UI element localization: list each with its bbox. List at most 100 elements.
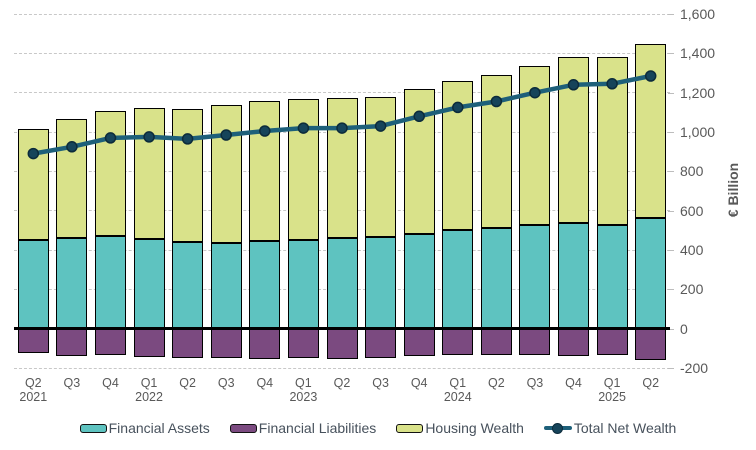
legend-label: Financial Assets [108,420,210,436]
x-tick-label: Q3 [53,376,92,390]
net-wealth-point [529,86,541,99]
net-wealth-point [567,79,580,91]
net-wealth-line-layer [27,70,657,160]
quarter-label: Q4 [565,376,582,390]
legend: Financial Assets Financial Liabilities Hou… [0,420,756,436]
quarter-label: Q2 [333,376,351,390]
legend-line-dot [552,422,564,434]
year-label: 2022 [135,390,163,404]
y-tick-label: 200 [680,281,704,298]
y-tick [668,289,674,291]
x-tick-label: Q4 [400,376,439,390]
x-tick-label: Q1 2024 [438,376,477,404]
y-tick-label: 1,000 [680,124,716,140]
legend-label: Housing Wealth [425,420,524,436]
y-tick-label: 1,400 [680,45,716,62]
plot-area [14,13,670,369]
legend-item-housing-wealth: Housing Wealth [396,420,524,436]
net-wealth-point [297,122,310,134]
quarter-label: Q2 [642,376,660,390]
y-tick [668,53,674,55]
bar-segment-financial-assets [442,230,474,329]
y-tick-label: 800 [680,163,704,180]
y-tick-label: -200 [680,360,709,376]
legend-label: Financial Liabilities [258,420,377,436]
gridline [14,13,670,15]
zero-axis-line [14,327,670,331]
bar-segment-financial-assets [365,237,397,329]
gridline [14,367,670,369]
x-tick-label: Q3 [361,376,400,390]
net-wealth-point [259,125,271,137]
y-tick [668,210,674,212]
y-tick-label: 600 [680,202,704,219]
bar-segment-financial-assets [210,243,242,329]
legend-swatch [396,423,424,433]
net-wealth-point [336,122,348,134]
bar-segment-financial-assets [635,217,667,329]
net-wealth-point [66,141,78,153]
quarter-label: Q4 [256,376,274,390]
x-tick-label: Q1 2025 [593,376,632,404]
x-tick-label: Q2 2021 [14,376,53,404]
bar-segment-housing-wealth [403,88,435,235]
bar-segment-financial-liabilities [249,328,281,360]
legend-label: Total Net Wealth [573,420,677,436]
quarter-label: Q4 [102,376,119,390]
bar-segment-financial-assets [519,225,551,329]
bar-segment-financial-assets [403,234,435,329]
quarter-label: Q3 [526,376,544,390]
x-tick-label: Q2 [323,376,362,390]
y-tick [668,171,674,173]
quarter-label: Q3 [63,376,81,390]
bar-segment-housing-wealth [326,97,358,239]
quarter-label: Q2 [487,376,505,390]
y-tick-label: 1,600 [680,6,716,22]
quarter-label: Q1 [449,376,467,390]
net-wealth-point [374,120,387,132]
legend-line-symbol [543,422,572,434]
quarter-label: Q4 [410,376,428,390]
x-tick-label: Q1 2023 [284,376,323,404]
bar-segment-housing-wealth [287,98,319,241]
bar-segment-housing-wealth [56,119,88,239]
net-wealth-point [27,147,40,160]
y-tick [668,250,674,251]
bar-segment-financial-assets [558,223,590,329]
bar-segment-financial-assets [287,240,319,329]
quarter-label: Q1 [140,376,158,390]
bar-segment-financial-assets [596,225,628,329]
quarter-label: Q3 [372,376,389,390]
net-wealth-point [104,132,117,144]
quarter-label: Q2 [24,376,42,390]
year-label: 2025 [598,390,626,404]
net-wealth-point [644,70,657,82]
net-wealth-point [606,78,618,90]
x-tick-label: Q2 [631,376,670,390]
bar-segment-housing-wealth [365,96,397,238]
y-tick [668,328,674,330]
bar-segment-financial-assets [17,240,49,329]
bar-segment-financial-liabilities [56,328,88,357]
bar-segment-housing-wealth [172,109,204,243]
x-axis: Q2 2021 Q3 Q4 Q1 2022 Q2 Q3 Q4 Q1 2023 Q2 Q3 Q4 Q1 2024… [14,376,670,406]
bar-segment-housing-wealth [249,100,281,242]
bar-segment-financial-assets [133,239,165,329]
legend-swatch [229,423,257,433]
bar-segment-financial-assets [172,242,204,329]
x-tick-label: Q4 [246,376,285,390]
x-tick-label: Q4 [91,376,130,390]
quarter-label: Q2 [179,376,196,390]
legend-item-financial-liabilities: Financial Liabilities [229,420,377,436]
bar-segment-housing-wealth [133,108,165,240]
net-wealth-point [413,110,425,123]
y-tick [668,132,674,133]
y-tick-label: 0 [680,320,688,337]
x-tick-label: Q1 2022 [130,376,169,404]
x-tick-label: Q3 [207,376,246,390]
bar-segment-financial-liabilities [17,328,49,354]
net-wealth-point [452,101,464,114]
bar-segment-financial-liabilities [365,328,397,359]
legend-item-total-net-wealth: Total Net Wealth [543,420,677,436]
